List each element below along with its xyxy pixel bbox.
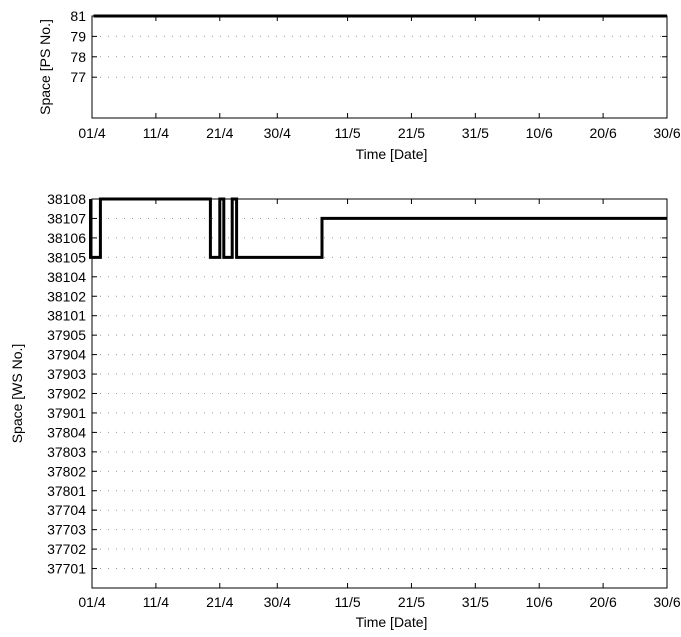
y-tick-label: 38101 bbox=[47, 308, 86, 324]
x-axis-label: Time [Date] bbox=[356, 146, 428, 162]
x-tick-label: 11/4 bbox=[143, 125, 169, 141]
x-tick-label: 11/4 bbox=[143, 594, 169, 610]
x-tick-label: 21/5 bbox=[398, 125, 425, 141]
x-tick-label: 20/6 bbox=[589, 125, 616, 141]
y-tick-label: 37703 bbox=[47, 522, 86, 538]
x-tick-label: 21/4 bbox=[206, 594, 233, 610]
y-tick-label: 37802 bbox=[47, 463, 86, 479]
x-tick-label: 10/6 bbox=[526, 125, 553, 141]
y-tick-label: 81 bbox=[70, 8, 86, 24]
y-tick-label: 38102 bbox=[47, 288, 86, 304]
x-tick-label: 30/6 bbox=[653, 594, 680, 610]
y-tick-label: 38107 bbox=[47, 210, 86, 226]
ps-panel: 01/4 11/4 21/4 30/4 11/5 21/5 31/5 10/6 20/6 30/6… bbox=[37, 8, 681, 162]
y-tick-label: 37903 bbox=[47, 366, 86, 382]
y-tick-label: 38104 bbox=[47, 269, 86, 285]
x-tick-label: 21/5 bbox=[398, 594, 425, 610]
x-tick-label: 31/5 bbox=[462, 594, 489, 610]
x-tick-label: 20/6 bbox=[589, 594, 616, 610]
y-tick-label: 79 bbox=[70, 28, 86, 44]
y-tick-label: 37702 bbox=[47, 541, 86, 557]
x-tick-label: 11/5 bbox=[334, 125, 360, 141]
y-tick-label: 37905 bbox=[47, 327, 86, 343]
y-axis-label: Space [PS No.] bbox=[37, 19, 53, 115]
y-tick-label: 77 bbox=[70, 69, 86, 85]
y-tick-label: 37901 bbox=[47, 405, 86, 421]
x-tick-label: 01/4 bbox=[78, 125, 105, 141]
y-tick-label: 37704 bbox=[47, 502, 86, 518]
y-tick-label: 37801 bbox=[47, 483, 86, 499]
x-tick-label: 01/4 bbox=[78, 594, 105, 610]
ws-panel: 01/4 11/4 21/4 30/4 11/5 21/5 31/5 10/6 20/6 30/6… bbox=[9, 191, 681, 630]
plot-frame bbox=[91, 15, 668, 119]
y-tick-label: 37902 bbox=[47, 386, 86, 402]
x-tick-label: 11/5 bbox=[334, 594, 360, 610]
x-tick-label: 30/6 bbox=[653, 125, 680, 141]
x-tick-label: 21/4 bbox=[206, 125, 233, 141]
series-line bbox=[89, 197, 667, 259]
x-tick-label: 10/6 bbox=[526, 594, 553, 610]
y-tick-label: 38105 bbox=[47, 249, 86, 265]
y-tick-label: 38108 bbox=[47, 191, 86, 207]
y-tick-label: 78 bbox=[70, 49, 86, 65]
y-axis-label: Space [WS No.] bbox=[9, 344, 25, 444]
x-tick-label: 31/5 bbox=[462, 125, 489, 141]
x-tick-label: 30/4 bbox=[264, 594, 291, 610]
y-tick-label: 37804 bbox=[47, 424, 86, 440]
y-tick-label: 38106 bbox=[47, 230, 86, 246]
y-tick-label: 37803 bbox=[47, 444, 86, 460]
y-tick-label: 37904 bbox=[47, 347, 86, 363]
x-axis-label: Time [Date] bbox=[356, 614, 428, 630]
x-tick-label: 30/4 bbox=[264, 125, 291, 141]
y-tick-label: 37701 bbox=[47, 561, 86, 577]
